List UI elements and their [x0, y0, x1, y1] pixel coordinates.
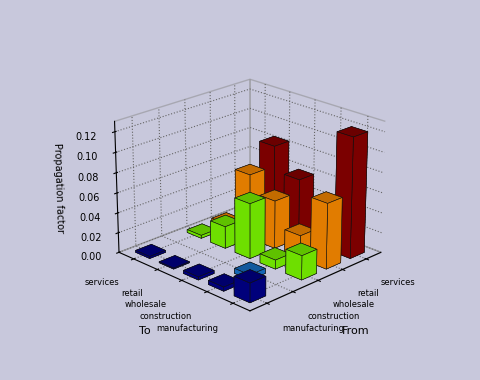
X-axis label: From: From	[341, 326, 369, 336]
Y-axis label: To: To	[139, 326, 150, 336]
